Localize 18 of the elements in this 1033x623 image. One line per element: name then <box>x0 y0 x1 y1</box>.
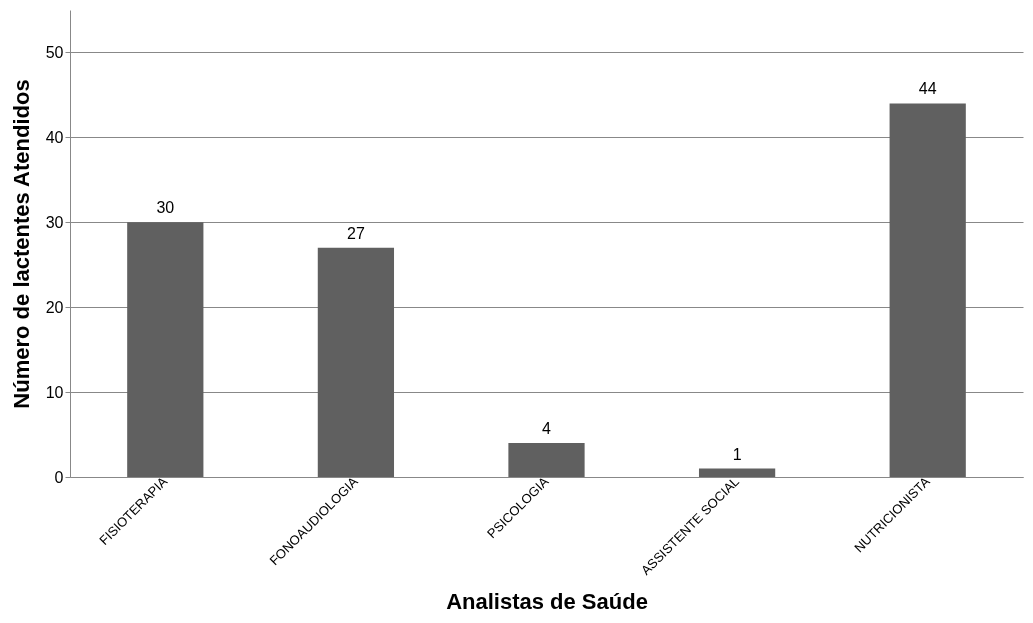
y-tick-label: 40 <box>45 128 64 146</box>
data-label: 4 <box>542 420 552 438</box>
x-axis-title: Analistas de Saúde <box>446 588 648 614</box>
data-label: 1 <box>732 445 742 463</box>
bar <box>317 247 395 477</box>
bar <box>508 443 585 477</box>
y-tick-label: 0 <box>54 468 64 486</box>
data-label: 30 <box>156 199 175 217</box>
bar <box>889 103 966 477</box>
y-tick-label: 50 <box>45 43 64 61</box>
data-label: 44 <box>918 80 937 98</box>
y-tick-label: 10 <box>45 383 64 401</box>
y-tick-label: 20 <box>45 298 64 316</box>
data-label: 27 <box>347 224 365 242</box>
y-axis-title: Número de lactentes Atendidos <box>8 79 34 409</box>
y-tick-label: 30 <box>45 213 64 231</box>
bar <box>127 222 204 477</box>
bar <box>698 468 776 477</box>
